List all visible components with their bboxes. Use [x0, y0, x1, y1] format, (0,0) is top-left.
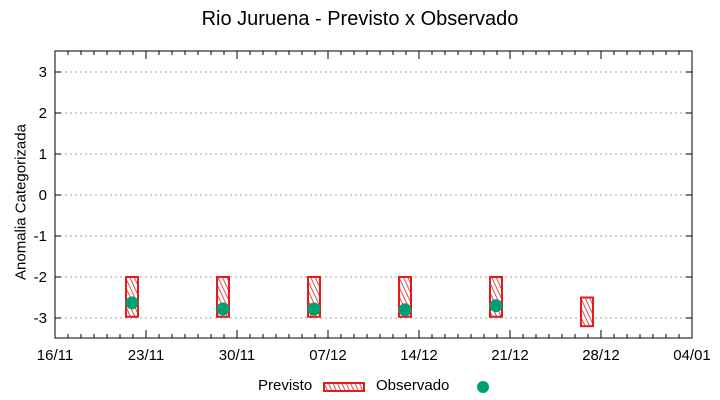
legend-previsto-swatch — [323, 382, 365, 392]
y-tick-label: 1 — [39, 146, 47, 163]
observado-point — [489, 299, 503, 313]
observado-point — [307, 302, 321, 316]
y-tick-label: 3 — [39, 64, 47, 81]
y-tick-label: -2 — [34, 269, 47, 286]
axis-ticks: 3 2 1 0 -1 -2 -3 16/11 23/11 30/11 07/12 14/12 21/12… — [34, 51, 711, 364]
observado-point — [216, 302, 230, 316]
observado-points — [125, 296, 503, 317]
x-tick-label: 07/12 — [309, 347, 347, 364]
y-tick-label: -1 — [34, 228, 47, 245]
legend-observado-label: Observado — [376, 377, 450, 394]
x-tick-label: 14/12 — [400, 347, 438, 364]
x-tick-label: 28/12 — [582, 347, 620, 364]
grid-lines — [55, 71, 692, 319]
legend-previsto-label: Previsto — [258, 377, 313, 394]
y-tick-label: -3 — [34, 310, 47, 327]
observado-point — [125, 296, 139, 310]
x-tick-label: 30/11 — [219, 347, 255, 364]
legend-observado-marker — [477, 381, 489, 393]
previsto-bars — [125, 276, 594, 328]
x-tick-label: 16/11 — [37, 347, 73, 364]
chart-title: Rio Juruena - Previsto x Observado — [201, 8, 519, 30]
previsto-bar — [580, 296, 594, 328]
y-tick-label: 2 — [39, 105, 47, 122]
observado-point — [398, 303, 412, 317]
legend: Previsto Observado — [0, 377, 720, 397]
x-tick-label: 04/01 — [673, 347, 711, 364]
y-tick-label: 0 — [39, 187, 47, 204]
x-tick-label: 21/12 — [491, 347, 529, 364]
x-tick-label: 23/11 — [128, 347, 164, 364]
